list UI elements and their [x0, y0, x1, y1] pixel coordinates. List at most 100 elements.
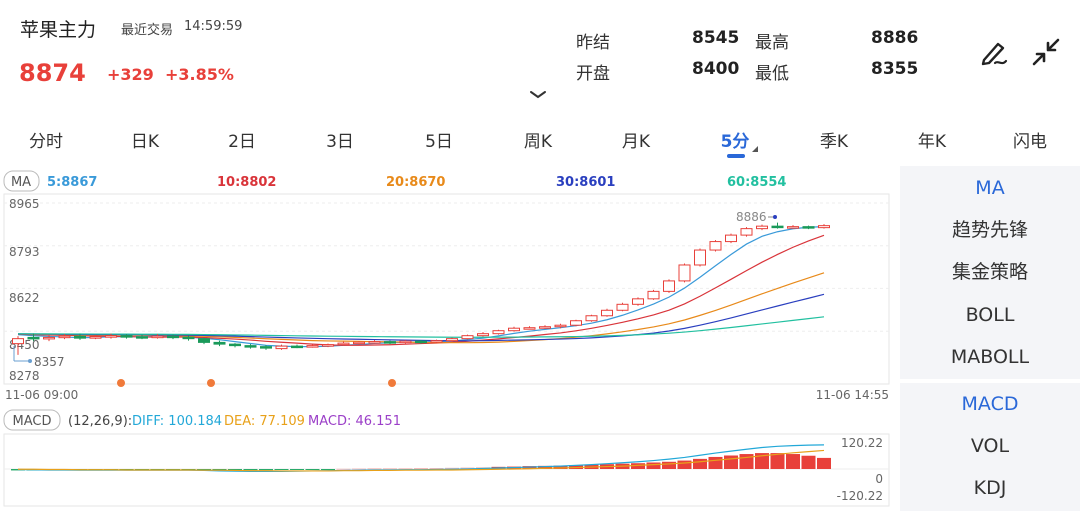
candle	[198, 337, 210, 345]
ma5-legend: 5:8867	[47, 175, 97, 190]
indicator-ma[interactable]: MA	[975, 177, 1005, 199]
last-price: 8874	[19, 59, 86, 87]
macd-bars	[11, 453, 831, 471]
candle-body	[508, 327, 520, 332]
candle	[229, 343, 241, 348]
tab-intraday[interactable]: 分时	[29, 132, 63, 152]
tab-5day[interactable]: 5日	[425, 132, 453, 152]
macd-badge-frame[interactable]	[3, 409, 61, 431]
price-change-pct: +3.85%	[165, 65, 234, 84]
ma20-legend: 20:8670	[386, 175, 445, 190]
draw-pen-icon[interactable]	[978, 36, 1010, 68]
event-marker-2[interactable]	[207, 379, 215, 387]
macd-y-top: 120.22	[841, 436, 883, 450]
candle-body	[818, 225, 830, 229]
macd-badge: MACD	[13, 414, 52, 429]
candle-body	[539, 326, 551, 329]
candle	[818, 224, 830, 229]
indicator-trend-pioneer[interactable]: 趋势先锋	[951, 219, 1028, 241]
candle-body	[27, 336, 40, 340]
chevron-down-icon[interactable]	[528, 90, 548, 100]
candle-body	[492, 330, 505, 335]
indicator-maboll[interactable]: MABOLL	[950, 346, 1030, 368]
macd-bar	[243, 469, 258, 471]
candle	[89, 334, 102, 340]
candle	[523, 326, 536, 330]
tab-yearly-k[interactable]: 年K	[917, 132, 947, 152]
candle	[539, 325, 551, 329]
low-marker-label: 8357	[34, 355, 65, 369]
indicator-kdj[interactable]: KDJ	[973, 477, 1007, 499]
candle-body	[384, 341, 396, 344]
candle-body	[694, 249, 706, 266]
high-marker-label: 8886	[736, 210, 767, 224]
macd-bar	[321, 469, 335, 470]
quote-header: 苹果主力 最近交易 14:59:59 8874 +329 +3.85% 昨结 8…	[0, 0, 1080, 118]
collapse-arrows-icon[interactable]	[1030, 36, 1062, 68]
candle-body	[430, 340, 443, 343]
ma-badge-frame[interactable]	[3, 170, 40, 192]
price-change: +329	[107, 65, 154, 84]
candle-body	[523, 327, 536, 330]
candle-body	[446, 338, 458, 342]
candle-body	[415, 340, 427, 344]
indicator-macd[interactable]: MACD	[961, 393, 1019, 415]
candle	[43, 335, 55, 342]
tab-weekly-k[interactable]: 周K	[523, 132, 553, 152]
candle-body	[601, 309, 613, 317]
period-tabs: 分时 日K 2日 3日 5日 周K 月K 5分 季K 年K 闪电	[0, 118, 1080, 164]
macd-bar	[693, 458, 707, 469]
x-start-label: 11-06 09:00	[5, 388, 78, 402]
macd-bar	[801, 455, 816, 469]
period-dropdown-icon[interactable]	[752, 146, 758, 152]
tab-daily-k[interactable]: 日K	[130, 132, 160, 152]
ma5-line	[17, 226, 825, 348]
event-marker-3[interactable]	[388, 379, 396, 387]
candle-body	[663, 280, 675, 292]
symbol-name[interactable]: 苹果主力	[20, 19, 97, 41]
macd-bar	[352, 468, 366, 470]
candle	[508, 326, 520, 332]
candle	[322, 343, 334, 348]
candle-body	[58, 335, 71, 339]
candle	[554, 323, 567, 329]
candle	[399, 340, 412, 344]
macd-bar	[336, 468, 351, 470]
indicator-vol[interactable]: VOL	[970, 435, 1010, 457]
tab-monthly-k[interactable]: 月K	[621, 132, 651, 152]
candle	[709, 240, 722, 252]
macd-bar	[755, 453, 769, 469]
candle	[213, 340, 226, 347]
macd-y-zero: 0	[875, 472, 883, 486]
candle-body	[647, 290, 660, 300]
ma20-line	[17, 272, 825, 344]
last-trade-label: 最近交易	[121, 23, 174, 38]
tab-2day[interactable]: 2日	[228, 132, 256, 152]
candle-body	[771, 225, 784, 229]
candle	[74, 333, 86, 340]
event-marker-1[interactable]	[117, 379, 125, 387]
macd-bar	[367, 468, 382, 470]
candle	[291, 344, 303, 349]
candle-body	[275, 345, 288, 350]
macd-bar	[817, 457, 831, 469]
candle	[446, 337, 458, 342]
macd-bar	[786, 454, 800, 469]
indicator-fund-strategy[interactable]: 集金策略	[951, 261, 1028, 283]
indicator-boll[interactable]: BOLL	[965, 304, 1015, 326]
kline-chart[interactable]: MA 5:8867 10:8802 20:8670 30:8601 60:855…	[0, 166, 900, 511]
candle-body	[709, 241, 722, 251]
candle-body	[368, 341, 381, 344]
candle-body	[399, 340, 412, 344]
open-value: 8400	[692, 59, 740, 79]
macd-bar	[662, 461, 676, 469]
tab-5min[interactable]: 5分	[720, 132, 750, 152]
tab-3day[interactable]: 3日	[326, 132, 354, 152]
low-marker: 8357	[13, 346, 65, 369]
tab-flash[interactable]: 闪电	[1013, 132, 1047, 152]
candle	[415, 340, 427, 344]
macd-bar	[228, 469, 242, 471]
tab-quarterly-k[interactable]: 季K	[819, 132, 849, 152]
candle-body	[136, 336, 148, 339]
kline-chart-area[interactable]: MA 5:8867 10:8802 20:8670 30:8601 60:855…	[0, 166, 900, 511]
